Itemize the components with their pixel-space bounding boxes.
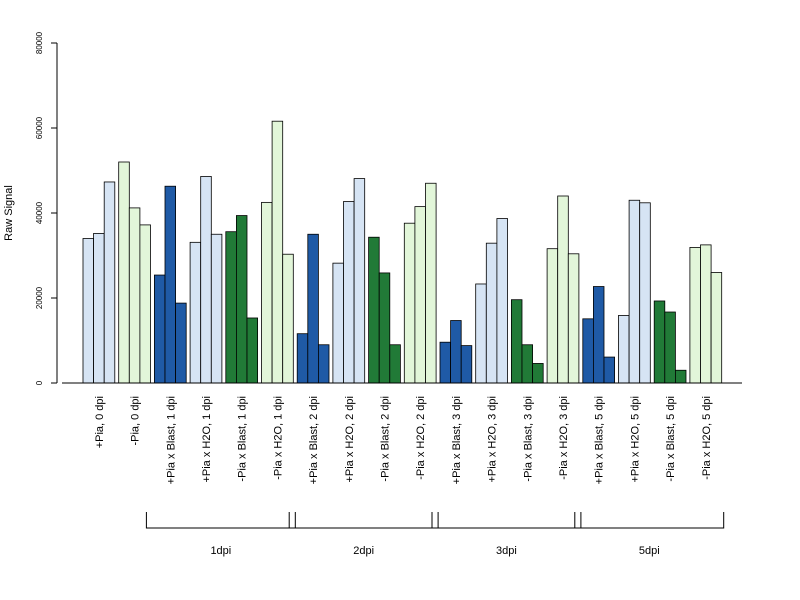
y-tick-label: 80000 <box>35 31 44 54</box>
bar <box>628 199 641 384</box>
bar <box>582 318 594 384</box>
category-label: +Pia x Blast, 5 dpi <box>594 396 606 484</box>
bar <box>546 248 559 384</box>
bar <box>282 253 294 384</box>
bar <box>664 311 676 384</box>
bar <box>603 356 616 384</box>
bar <box>532 363 544 384</box>
bar <box>235 215 248 384</box>
category-label: +Pia x H2O, 1 dpi <box>201 396 213 483</box>
bar <box>403 222 416 384</box>
category-label: -Pia, 0 dpi <box>130 396 142 446</box>
category-label: -Pia x H2O, 1 dpi <box>272 396 284 480</box>
bar <box>675 369 687 384</box>
bar <box>414 206 426 384</box>
y-tick-label: 60000 <box>35 116 44 139</box>
category-label: -Pia x H2O, 3 dpi <box>558 396 570 480</box>
category-label: -Pia x H2O, 2 dpi <box>415 396 427 480</box>
category-label: -Pia x Blast, 3 dpi <box>522 396 534 482</box>
group-bracket <box>145 512 296 529</box>
group-label: 5dpi <box>639 545 660 557</box>
bar <box>189 241 202 384</box>
group-bracket <box>431 512 582 529</box>
bar <box>389 344 401 384</box>
bar <box>343 201 355 384</box>
bar <box>689 247 701 384</box>
y-tick-label: 20000 <box>35 286 44 309</box>
category-label: -Pia x Blast, 2 dpi <box>380 396 392 482</box>
category-labels: +Pia, 0 dpi -Pia, 0 dpi +Pia x Blast, 1 dp… <box>94 396 713 484</box>
bar <box>593 286 605 384</box>
category-label: +Pia x H2O, 2 dpi <box>344 396 356 483</box>
bar <box>261 201 273 384</box>
bar <box>425 182 437 384</box>
category-label: -Pia x Blast, 5 dpi <box>665 396 677 482</box>
bar <box>353 178 366 384</box>
bar <box>93 232 105 384</box>
y-tick-label: 0 <box>35 380 44 385</box>
y-axis-label: Raw Signal <box>3 185 15 241</box>
y-axis: 0 20000 40000 60000 80000 <box>35 31 58 385</box>
category-label: -Pia x Blast, 1 dpi <box>237 396 249 482</box>
y-tick-label: 40000 <box>35 201 44 224</box>
bar <box>700 244 712 384</box>
bar <box>246 317 259 384</box>
bar <box>332 262 344 384</box>
bar <box>653 300 666 384</box>
bar <box>164 185 177 384</box>
bar <box>521 344 534 384</box>
bar <box>317 344 330 384</box>
bar <box>710 272 723 384</box>
bar <box>200 176 212 384</box>
bar <box>639 202 651 384</box>
category-label: -Pia x H2O, 5 dpi <box>701 396 713 480</box>
bar <box>103 181 116 384</box>
bar <box>485 242 498 384</box>
bar <box>175 302 187 384</box>
category-label: +Pia x H2O, 3 dpi <box>487 396 499 483</box>
bar <box>439 341 452 384</box>
bar <box>307 233 319 384</box>
bar <box>82 238 95 384</box>
bars-layer <box>82 120 723 384</box>
category-label: +Pia x H2O, 5 dpi <box>629 396 641 483</box>
bar <box>368 236 380 384</box>
group-brackets: 1dpi 2dpi 3dpi 5dpi <box>145 512 725 557</box>
category-label: +Pia x Blast, 3 dpi <box>451 396 463 484</box>
bar <box>153 274 166 384</box>
group-label: 1dpi <box>210 545 231 557</box>
bar <box>557 195 569 384</box>
category-label: +Pia x Blast, 2 dpi <box>308 396 320 484</box>
group-label: 2dpi <box>353 545 374 557</box>
bar <box>567 253 580 384</box>
group-bracket <box>574 512 725 529</box>
category-label: +Pia x Blast, 1 dpi <box>165 396 177 484</box>
bar <box>271 120 284 384</box>
group-label: 3dpi <box>496 545 517 557</box>
bar <box>128 207 141 384</box>
bar <box>210 233 223 384</box>
bar <box>378 272 391 384</box>
bar <box>618 315 630 384</box>
bar <box>296 333 309 384</box>
bar <box>139 224 151 384</box>
bar <box>450 320 462 384</box>
bar <box>496 218 508 384</box>
bar <box>475 283 487 384</box>
bar <box>460 345 473 384</box>
bar <box>225 231 237 384</box>
group-bracket <box>288 512 439 529</box>
category-label: +Pia, 0 dpi <box>94 396 106 448</box>
bar <box>510 299 523 384</box>
bar <box>118 161 130 384</box>
